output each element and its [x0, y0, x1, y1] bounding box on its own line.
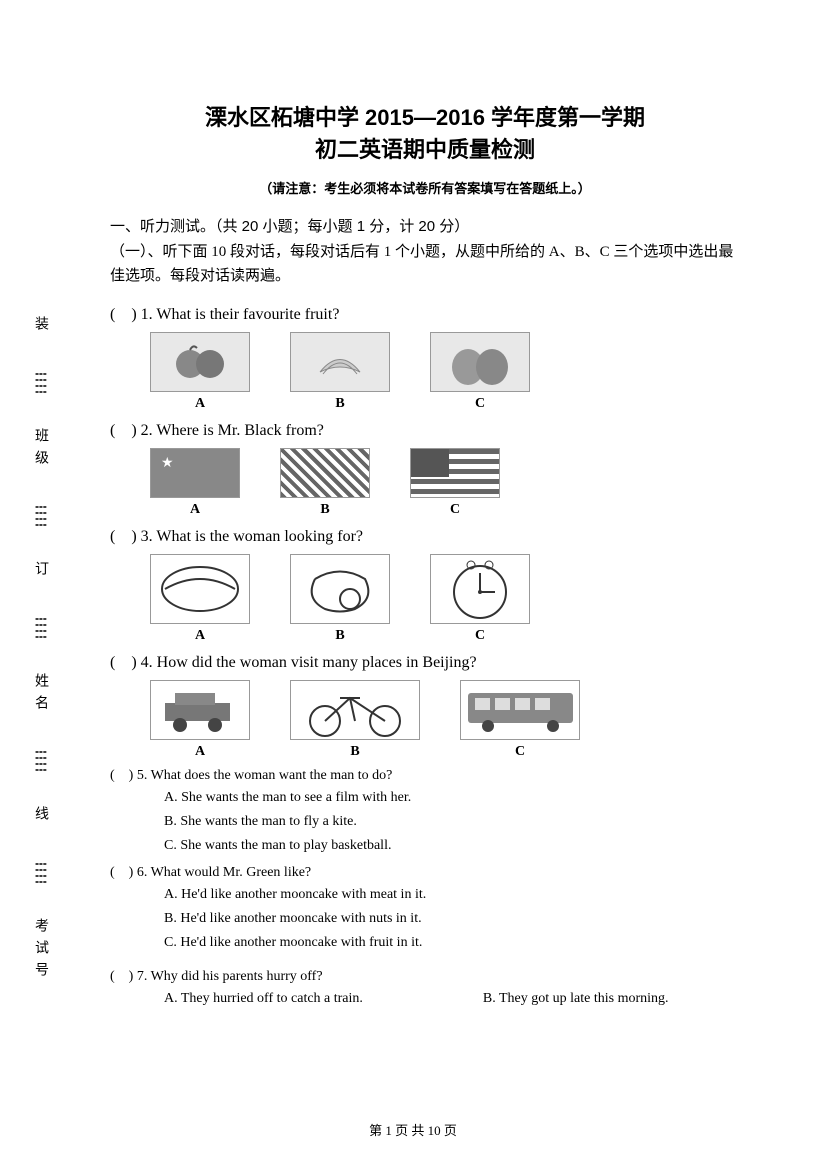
- option-a: A: [150, 680, 250, 760]
- question-line: ( ) 5. What does the woman want the man …: [110, 768, 740, 784]
- option-text: B. She wants the man to fly a kite.: [164, 810, 740, 834]
- option-label: A: [190, 502, 200, 518]
- binding-marker: 装: [30, 316, 50, 338]
- option-c: C: [410, 448, 500, 518]
- question-line: ( ) 1. What is their favourite fruit?: [110, 306, 740, 324]
- clock-icon: [430, 554, 530, 624]
- binding-marker: 订: [30, 561, 50, 583]
- option-label: B: [335, 628, 344, 644]
- option-a: A: [150, 554, 250, 644]
- flag-china-icon: [150, 448, 240, 498]
- car-icon: [150, 680, 250, 740]
- option-label: B: [335, 396, 344, 412]
- option-label: C: [450, 502, 460, 518]
- option-label: C: [515, 744, 525, 760]
- binding-dots: ┇┇┇┇: [35, 371, 46, 395]
- option-label: A: [195, 396, 205, 412]
- binding-dots: ┇┇┇┇: [35, 616, 46, 640]
- option-label: A: [195, 744, 205, 760]
- section-instructions: （一）、听下面 10 段对话，每段对话后有 1 个小题，从题中所给的 A、B、C…: [110, 240, 740, 288]
- option-b: B: [290, 680, 420, 760]
- option-label: B: [350, 744, 359, 760]
- question-line: ( ) 3. What is the woman looking for?: [110, 528, 740, 546]
- flag-uk-icon: [280, 448, 370, 498]
- binding-label-class: 班级: [30, 428, 50, 472]
- option-text: A. She wants the man to see a film with …: [164, 786, 740, 810]
- binding-label-examno: 考试号: [30, 918, 50, 984]
- option-label: C: [475, 628, 485, 644]
- exam-title-line2: 初二英语期中质量检测: [110, 132, 740, 164]
- option-c: C: [430, 332, 530, 412]
- exam-notice: （请注意：考生必须将本试卷所有答案填写在答题纸上。）: [110, 178, 740, 197]
- option-b: B: [290, 332, 390, 412]
- binding-dots: ┇┇┇┇: [35, 749, 46, 773]
- option-c: C: [430, 554, 530, 644]
- question-line: ( ) 2. Where is Mr. Black from?: [110, 422, 740, 440]
- option-label: C: [475, 396, 485, 412]
- option-text: A. He'd like another mooncake with meat …: [164, 883, 740, 907]
- page-content: 溧水区柘塘中学 2015—2016 学年度第一学期 初二英语期中质量检测 （请注…: [110, 100, 740, 1011]
- option-text: C. She wants the man to play basketball.: [164, 834, 740, 858]
- options-row: A B C: [150, 680, 740, 760]
- option-text: B. He'd like another mooncake with nuts …: [164, 907, 740, 931]
- binding-strip: 装 ┇┇┇┇ 班级 ┇┇┇┇ 订 ┇┇┇┇ 姓名 ┇┇┇┇ 线 ┇┇┇┇ 考试号: [20, 300, 60, 1000]
- option-text: B. They got up late this morning.: [483, 987, 669, 1011]
- option-b: B: [290, 554, 390, 644]
- question-line: ( ) 6. What would Mr. Green like?: [110, 865, 740, 881]
- option-a: A: [150, 332, 250, 412]
- exam-title-line1: 溧水区柘塘中学 2015—2016 学年度第一学期: [110, 100, 740, 132]
- option-text: A. They hurried off to catch a train.: [164, 987, 363, 1011]
- section-heading: 一、听力测试。（共 20 小题；每小题 1 分，计 20 分）: [110, 215, 740, 236]
- binding-dots: ┇┇┇┇: [35, 861, 46, 885]
- question-line: ( ) 4. How did the woman visit many plac…: [110, 654, 740, 672]
- options-row: A B C: [150, 332, 740, 412]
- question-line: ( ) 7. Why did his parents hurry off?: [110, 969, 740, 985]
- wallet-icon: [150, 554, 250, 624]
- bus-icon: [460, 680, 580, 740]
- option-label: A: [195, 628, 205, 644]
- option-text: C. He'd like another mooncake with fruit…: [164, 931, 740, 955]
- bananas-icon: [290, 332, 390, 392]
- binding-marker: 线: [30, 806, 50, 828]
- binding-label-name: 姓名: [30, 673, 50, 717]
- option-label: B: [320, 502, 329, 518]
- apples-icon: [150, 332, 250, 392]
- pears-icon: [430, 332, 530, 392]
- flag-usa-icon: [410, 448, 500, 498]
- bicycle-icon: [290, 680, 420, 740]
- options-inline: A. They hurried off to catch a train. B.…: [164, 987, 740, 1011]
- option-c: C: [460, 680, 580, 760]
- option-a: A: [150, 448, 240, 518]
- options-row: A B C: [150, 554, 740, 644]
- option-b: B: [280, 448, 370, 518]
- purse-icon: [290, 554, 390, 624]
- options-row: A B C: [150, 448, 740, 518]
- page-footer: 第 1 页 共 10 页: [0, 1120, 826, 1139]
- binding-dots: ┇┇┇┇: [35, 504, 46, 528]
